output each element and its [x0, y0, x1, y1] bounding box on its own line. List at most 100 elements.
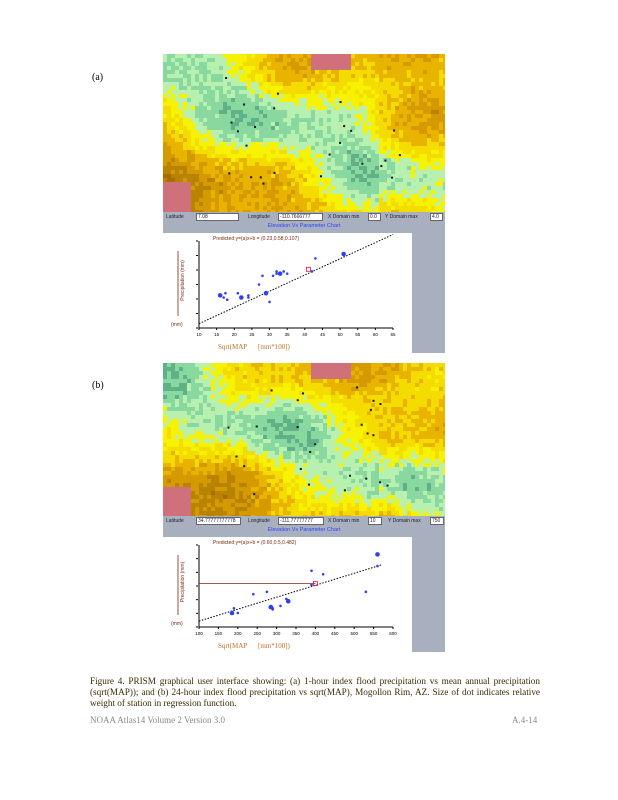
station-marker[interactable]	[355, 386, 358, 389]
data-point[interactable]	[341, 251, 346, 257]
station-marker[interactable]	[314, 443, 317, 446]
station-marker[interactable]	[379, 481, 382, 484]
station-marker[interactable]	[339, 141, 342, 144]
station-marker[interactable]	[270, 389, 273, 392]
station-marker[interactable]	[339, 101, 342, 104]
station-marker[interactable]	[369, 408, 372, 411]
prism-map-a[interactable]	[163, 54, 445, 212]
station-marker[interactable]	[225, 77, 228, 80]
station-marker[interactable]	[386, 484, 389, 487]
target-station-marker[interactable]	[312, 581, 318, 587]
station-marker[interactable]	[250, 176, 253, 179]
data-point[interactable]	[364, 590, 368, 594]
data-point[interactable]	[229, 610, 235, 616]
station-marker[interactable]	[296, 426, 299, 429]
station-marker[interactable]	[228, 172, 231, 175]
data-point[interactable]	[282, 270, 285, 273]
data-point[interactable]	[310, 270, 314, 273]
station-marker[interactable]	[273, 107, 276, 110]
station-marker[interactable]	[379, 403, 382, 406]
station-marker[interactable]	[365, 477, 368, 480]
station-marker[interactable]	[384, 159, 387, 162]
data-point[interactable]	[224, 291, 227, 295]
data-point[interactable]	[247, 296, 250, 299]
data-point[interactable]	[375, 552, 380, 557]
scatter-plot-a[interactable]: 10 15 20 25 30 35 40 45 50 55 60 65 Predicted y=(a)x…	[163, 233, 412, 353]
station-marker[interactable]	[393, 129, 396, 132]
x-domain-input[interactable]: 10	[368, 517, 382, 525]
data-point[interactable]	[222, 296, 225, 299]
station-marker[interactable]	[227, 426, 230, 429]
data-point[interactable]	[275, 270, 278, 273]
station-marker[interactable]	[230, 121, 233, 124]
y-domain-input[interactable]: 750	[430, 517, 444, 525]
prism-map-b[interactable]	[163, 363, 445, 516]
station-marker[interactable]	[296, 399, 299, 402]
x-domain-input[interactable]: 0.0	[368, 213, 381, 221]
station-marker[interactable]	[343, 489, 346, 492]
station-marker[interactable]	[380, 165, 383, 168]
data-point[interactable]	[225, 298, 229, 302]
y-domain-input[interactable]: 4.0	[430, 213, 443, 221]
data-point[interactable]	[265, 590, 269, 594]
data-point[interactable]	[268, 300, 271, 304]
data-point[interactable]	[239, 295, 244, 300]
data-point[interactable]	[314, 257, 317, 260]
data-point[interactable]	[236, 611, 240, 615]
data-point[interactable]	[376, 564, 379, 568]
station-marker[interactable]	[255, 425, 258, 428]
data-point[interactable]	[247, 294, 250, 297]
data-point[interactable]	[252, 592, 255, 596]
x-tick-label: 300	[273, 631, 281, 636]
station-marker[interactable]	[366, 432, 369, 435]
station-marker[interactable]	[259, 176, 262, 179]
station-marker[interactable]	[319, 175, 322, 178]
station-marker[interactable]	[343, 125, 346, 128]
station-marker[interactable]	[236, 130, 239, 133]
station-marker[interactable]	[349, 474, 352, 477]
data-point[interactable]	[310, 583, 313, 587]
station-marker[interactable]	[299, 467, 302, 470]
station-marker[interactable]	[245, 144, 248, 147]
data-point[interactable]	[257, 283, 261, 286]
station-marker[interactable]	[398, 154, 401, 157]
data-point[interactable]	[236, 291, 240, 295]
data-point[interactable]	[271, 608, 275, 611]
station-marker[interactable]	[372, 434, 375, 437]
data-point[interactable]	[285, 272, 289, 275]
station-marker[interactable]	[309, 450, 312, 453]
data-point[interactable]	[232, 606, 236, 610]
data-point[interactable]	[310, 569, 313, 573]
station-marker[interactable]	[235, 455, 238, 458]
station-marker[interactable]	[361, 162, 364, 165]
station-marker[interactable]	[372, 399, 375, 402]
longitude-input[interactable]: -110.7666777	[278, 213, 323, 221]
data-point[interactable]	[285, 598, 291, 604]
data-point[interactable]	[261, 274, 264, 278]
data-point[interactable]	[277, 271, 283, 276]
data-point[interactable]	[321, 572, 325, 576]
station-marker[interactable]	[253, 493, 256, 496]
station-marker[interactable]	[307, 483, 310, 486]
station-marker[interactable]	[276, 92, 279, 95]
station-marker[interactable]	[243, 465, 246, 468]
station-marker[interactable]	[262, 182, 265, 185]
station-marker[interactable]	[302, 392, 305, 395]
data-point[interactable]	[279, 604, 282, 608]
station-marker[interactable]	[254, 125, 257, 128]
station-marker[interactable]	[328, 153, 331, 156]
data-point[interactable]	[271, 274, 275, 278]
station-marker[interactable]	[360, 423, 363, 426]
target-station-marker[interactable]	[305, 266, 311, 272]
scatter-plot-b[interactable]: 100 150 200 250 300 350 400 450 500 550 600 Predict…	[163, 537, 412, 652]
latitude-input[interactable]: 34.77777777778	[196, 517, 241, 525]
station-marker[interactable]	[391, 176, 394, 179]
data-point[interactable]	[263, 290, 269, 296]
station-marker[interactable]	[243, 103, 246, 106]
station-marker[interactable]	[350, 129, 353, 132]
station-marker[interactable]	[273, 171, 276, 174]
data-point[interactable]	[217, 293, 223, 298]
latitude-input[interactable]: 7.08	[196, 213, 239, 221]
longitude-input[interactable]: -111.77777777	[278, 517, 324, 525]
data-point[interactable]	[275, 272, 278, 275]
